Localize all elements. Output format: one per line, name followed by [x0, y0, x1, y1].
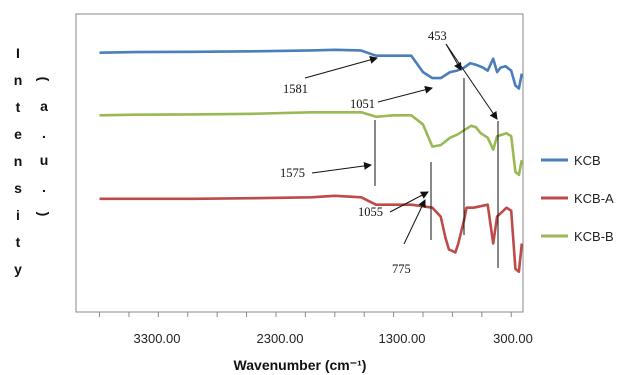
annotation-1575-label: 1575 [280, 166, 305, 180]
x-tick-labels: 3300.00 2300.00 1300.00 300.00 [134, 331, 533, 346]
y-axis-title-char: s [14, 180, 22, 196]
y-axis-title-char: . [42, 125, 46, 141]
y-axis-title-char: n [14, 72, 23, 88]
annotation-1581-arrow [304, 56, 378, 79]
series-group [99, 48, 524, 274]
series-line-kcb-b [99, 111, 524, 177]
annotation-775-label: 775 [392, 262, 411, 276]
x-axis-title: Wavenumber (cm⁻¹) [234, 357, 367, 373]
annotation-1575-arrow [311, 161, 372, 174]
y-axis-title-char: t [16, 99, 21, 115]
annotation-453-label: 453 [428, 29, 447, 43]
x-axis-minor-ticks [99, 312, 512, 317]
y-axis-title-char: u [40, 152, 49, 168]
series-line-kcb-a [99, 194, 524, 274]
y-axis-title-char: i [16, 207, 20, 223]
legend: KCB KCB-A KCB-B [541, 153, 614, 244]
series-line-kcb [99, 48, 524, 90]
x-tick-label-1300: 1300.00 [379, 331, 426, 346]
annotation-1051-label: 1051 [350, 97, 375, 111]
y-axis-title-char: y [14, 261, 22, 277]
y-axis-title-char: e [14, 126, 22, 142]
annotation-1055-label: 1055 [358, 205, 383, 219]
y-axis-title-char: . [42, 179, 46, 195]
annotation-1051-arrow [377, 85, 433, 103]
annotation-775-arrow [403, 199, 426, 245]
x-tick-label-2300: 2300.00 [257, 331, 304, 346]
legend-label-kcb-b: KCB-B [574, 229, 614, 244]
y-axis-title-char: t [16, 234, 21, 250]
y-axis-title-char: n [14, 153, 23, 169]
legend-label-kcb-a: KCB-A [574, 191, 614, 206]
y-axis-title-column-2: ( a. u.) [36, 77, 52, 217]
x-tick-label-3300: 3300.00 [134, 331, 181, 346]
y-axis-title-char: I [16, 45, 20, 61]
y-axis-title-char: a [40, 98, 48, 114]
annotation-453-arrow-2 [445, 43, 498, 120]
x-tick-label-300: 300.00 [493, 331, 533, 346]
y-axis-title-char: ) [36, 212, 52, 217]
y-axis-title-char: ( [36, 77, 52, 82]
annotation-1581-label: 1581 [283, 82, 308, 96]
annotations: 1581 1051 453 1575 1055 775 [280, 29, 499, 276]
legend-label-kcb: KCB [574, 153, 601, 168]
annotation-1055-arrow [389, 191, 429, 213]
